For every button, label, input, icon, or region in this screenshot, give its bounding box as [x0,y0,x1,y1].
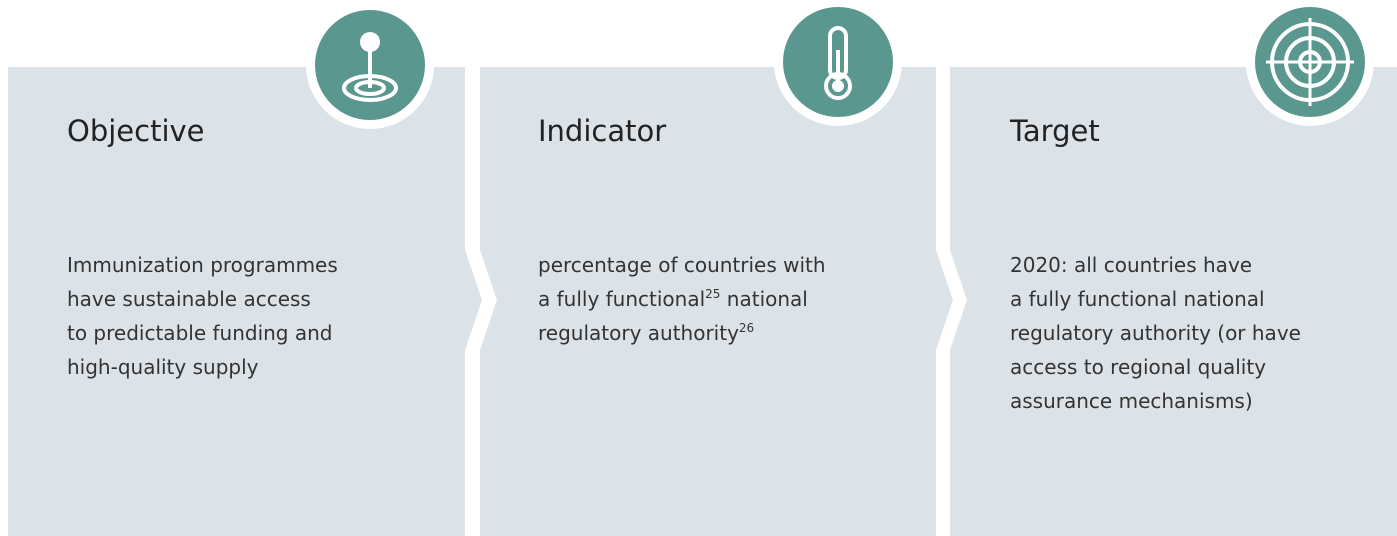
text: a fully functional national [1010,287,1265,311]
text-line: regulatory authority26 [538,316,826,350]
text: assurance mechanisms) [1010,389,1253,413]
text-line: have sustainable access [67,282,338,316]
text-line: a fully functional national [1010,282,1301,316]
text-line: regulatory authority (or have [1010,316,1301,350]
panel-body: Immunization programmes have sustainable … [67,248,338,384]
objective-icon [306,1,434,129]
text: a fully functional [538,287,706,311]
text: percentage of countries with [538,253,826,277]
text: 2020: all countries have [1010,253,1253,277]
text-line: assurance mechanisms) [1010,384,1301,418]
footnote-ref: 25 [705,287,721,301]
panel-body: percentage of countries with a fully func… [538,248,826,350]
panel-body: 2020: all countries have a fully function… [1010,248,1301,418]
text: national [720,287,808,311]
panel [8,67,482,536]
footnote-ref: 26 [738,321,755,335]
text-line: 2020: all countries have [1010,248,1301,282]
text: Immunization programmes [67,253,338,277]
indicator-icon [774,0,902,126]
text-line: access to regional quality [1010,350,1301,384]
text: high-quality supply [67,355,259,379]
panel [950,67,1397,536]
panel [480,67,953,536]
text-line: Immunization programmes [67,248,338,282]
text-line: a fully functional25 national [538,282,826,316]
panel-title: Indicator [538,114,667,148]
panel-title: Objective [67,114,205,148]
text: to predictable funding and [67,321,333,345]
text: regulatory authority (or have [1010,321,1301,345]
panel-title: Target [1010,114,1100,148]
text-line: to predictable funding and [67,316,338,350]
text: regulatory authority [538,321,739,345]
text: access to regional quality [1010,355,1267,379]
text-line: high-quality supply [67,350,338,384]
target-icon [1246,0,1374,126]
text: have sustainable access [67,287,311,311]
text-line: percentage of countries with [538,248,826,282]
